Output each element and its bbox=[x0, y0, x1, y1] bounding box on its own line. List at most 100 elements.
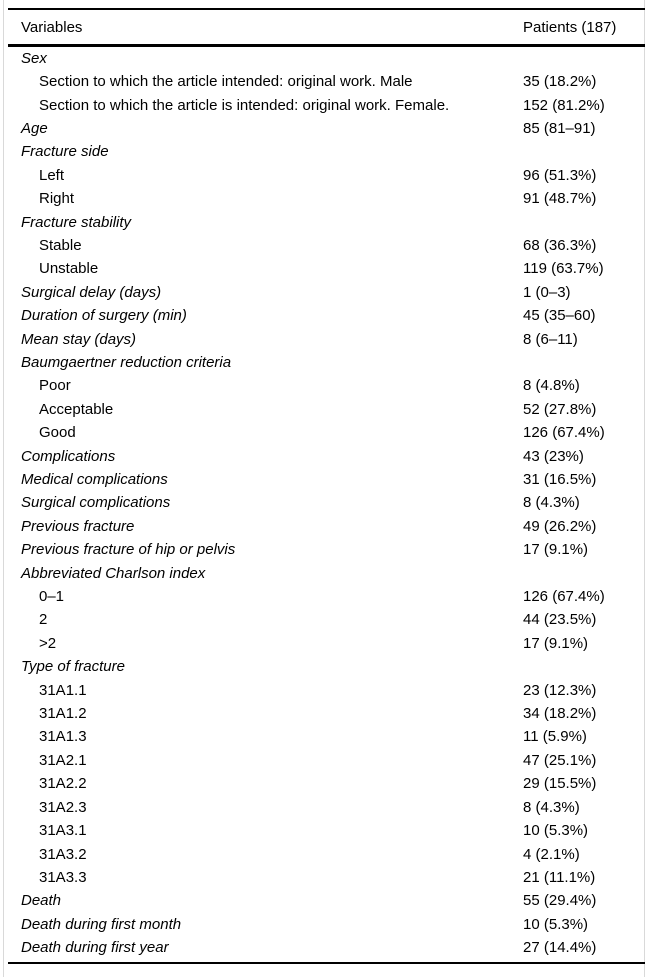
row-label: Right bbox=[39, 190, 75, 208]
row-label: Death bbox=[21, 892, 62, 910]
table-row: >2 17 (9.1%) bbox=[8, 632, 645, 655]
table-row: Unstable 119 (63.7%) bbox=[8, 257, 645, 280]
row-label: Section to which the article is intended… bbox=[39, 96, 450, 114]
table-row: Baumgaertner reduction criteria bbox=[8, 351, 645, 374]
table-row: 31A3.3 21 (11.1%) bbox=[8, 866, 645, 889]
table-row: Complications 43 (23%) bbox=[8, 444, 645, 467]
table-row: 31A1.2 34 (18.2%) bbox=[8, 702, 645, 725]
table-row: 31A2.1 47 (25.1%) bbox=[8, 749, 645, 772]
table-body: Sex Section to which the article intended… bbox=[8, 47, 645, 960]
row-value: 47 (25.1%) bbox=[523, 751, 597, 769]
row-value: 34 (18.2%) bbox=[523, 705, 597, 723]
row-label: Medical complications bbox=[21, 471, 168, 489]
header-variables: Variables bbox=[21, 18, 83, 36]
row-label: Sex bbox=[21, 49, 47, 67]
row-label: 2 bbox=[39, 611, 48, 629]
table-row: Age 85 (81–91) bbox=[8, 117, 645, 140]
row-value: 29 (15.5%) bbox=[523, 775, 597, 793]
row-label: Death during first year bbox=[21, 939, 169, 957]
table-row: 31A3.2 4 (2.1%) bbox=[8, 842, 645, 865]
table-row: Mean stay (days) 8 (6–11) bbox=[8, 327, 645, 350]
row-value: 126 (67.4%) bbox=[523, 588, 605, 606]
row-label: Complications bbox=[21, 447, 116, 465]
row-value: 52 (27.8%) bbox=[523, 400, 597, 418]
table-row: Duration of surgery (min) 45 (35–60) bbox=[8, 304, 645, 327]
table-row: Section to which the article is intended… bbox=[8, 93, 645, 116]
row-label: Poor bbox=[39, 377, 71, 395]
header-patients-count: Patients (187) bbox=[523, 18, 617, 36]
table-row: Type of fracture bbox=[8, 655, 645, 678]
row-value: 44 (23.5%) bbox=[523, 611, 597, 629]
table-row: Death 55 (29.4%) bbox=[8, 889, 645, 912]
table-row: 31A3.1 10 (5.3%) bbox=[8, 819, 645, 842]
row-label: 31A2.2 bbox=[39, 775, 87, 793]
row-label: 31A2.1 bbox=[39, 751, 87, 769]
table-header-rule bbox=[8, 44, 645, 47]
row-value: 17 (9.1%) bbox=[523, 541, 589, 559]
table-row: Fracture side bbox=[8, 140, 645, 163]
row-label: Baumgaertner reduction criteria bbox=[21, 353, 232, 371]
row-label: 31A3.3 bbox=[39, 868, 87, 886]
row-label: Type of fracture bbox=[21, 658, 125, 676]
table-row: Surgical delay (days) 1 (0–3) bbox=[8, 281, 645, 304]
table-row: Previous fracture 49 (26.2%) bbox=[8, 515, 645, 538]
row-value: 10 (5.3%) bbox=[523, 822, 589, 840]
row-value: 17 (9.1%) bbox=[523, 634, 589, 652]
row-label: Section to which the article intended: o… bbox=[39, 73, 413, 91]
row-value: 31 (16.5%) bbox=[523, 471, 597, 489]
table-row: Death during first month 10 (5.3%) bbox=[8, 913, 645, 936]
table-row: Sex bbox=[8, 47, 645, 70]
page-edge-left-line bbox=[3, 0, 4, 977]
row-label: Duration of surgery (min) bbox=[21, 307, 187, 325]
table-row: Medical complications 31 (16.5%) bbox=[8, 468, 645, 491]
table-row: Abbreviated Charlson index bbox=[8, 561, 645, 584]
row-label: 31A2.3 bbox=[39, 798, 87, 816]
row-label: 31A3.1 bbox=[39, 822, 87, 840]
table-row: Left 96 (51.3%) bbox=[8, 164, 645, 187]
row-label: 0–1 bbox=[39, 588, 65, 606]
row-value: 8 (4.3%) bbox=[523, 798, 580, 816]
table-row: Acceptable 52 (27.8%) bbox=[8, 398, 645, 421]
table-row: 31A1.3 11 (5.9%) bbox=[8, 725, 645, 748]
row-value: 8 (6–11) bbox=[523, 330, 578, 348]
table-row: Surgical complications 8 (4.3%) bbox=[8, 491, 645, 514]
row-label: 31A1.3 bbox=[39, 728, 87, 746]
row-value: 4 (2.1%) bbox=[523, 845, 580, 863]
row-value: 68 (36.3%) bbox=[523, 236, 597, 254]
row-label: Death during first month bbox=[21, 915, 182, 933]
row-value: 119 (63.7%) bbox=[523, 260, 604, 278]
row-label: Age bbox=[21, 119, 48, 137]
table-row: Fracture stability bbox=[8, 210, 645, 233]
row-value: 43 (23%) bbox=[523, 447, 584, 465]
table-row: Poor 8 (4.8%) bbox=[8, 374, 645, 397]
row-label: Stable bbox=[39, 236, 82, 254]
row-label: Abbreviated Charlson index bbox=[21, 564, 206, 582]
row-label: Surgical delay (days) bbox=[21, 283, 162, 301]
row-value: 23 (12.3%) bbox=[523, 681, 597, 699]
row-value: 1 (0–3) bbox=[523, 283, 571, 301]
row-label: Surgical complications bbox=[21, 494, 171, 512]
row-label: 31A1.1 bbox=[39, 681, 87, 699]
row-label: 31A1.2 bbox=[39, 705, 87, 723]
row-value: 10 (5.3%) bbox=[523, 915, 589, 933]
row-label: Fracture stability bbox=[21, 213, 132, 231]
patients-variables-table: Variables Patients (187) Sex Section to w… bbox=[8, 8, 645, 965]
table-row: Good 126 (67.4%) bbox=[8, 421, 645, 444]
row-value: 91 (48.7%) bbox=[523, 190, 597, 208]
row-value: 126 (67.4%) bbox=[523, 424, 605, 442]
row-value: 85 (81–91) bbox=[523, 119, 596, 137]
row-label: Fracture side bbox=[21, 143, 109, 161]
row-value: 11 (5.9%) bbox=[523, 728, 587, 746]
table-row: 0–1 126 (67.4%) bbox=[8, 585, 645, 608]
table-top-rule bbox=[8, 8, 645, 10]
row-value: 27 (14.4%) bbox=[523, 939, 597, 957]
table-row: 2 44 (23.5%) bbox=[8, 608, 645, 631]
page-edge-right-line bbox=[644, 0, 645, 977]
row-value: 8 (4.8%) bbox=[523, 377, 580, 395]
row-label: Unstable bbox=[39, 260, 99, 278]
table-row: Previous fracture of hip or pelvis 17 (9.… bbox=[8, 538, 645, 561]
table-row: Stable 68 (36.3%) bbox=[8, 234, 645, 257]
row-value: 55 (29.4%) bbox=[523, 892, 597, 910]
row-label: Good bbox=[39, 424, 76, 442]
